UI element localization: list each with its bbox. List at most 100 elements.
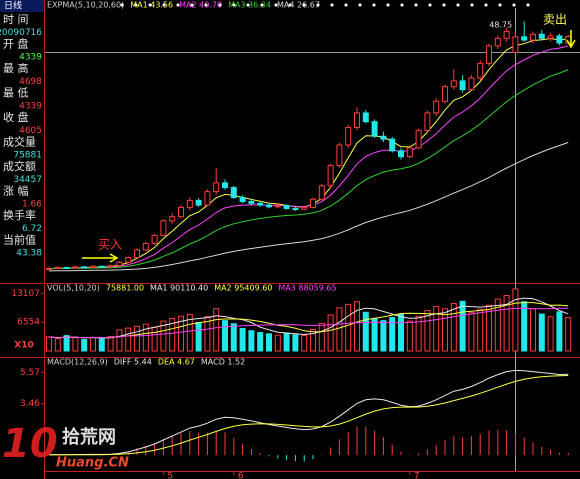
volume-bar <box>336 307 343 352</box>
candle-body <box>310 198 316 208</box>
panel-header: EXPMA(5,10,20,60) <box>47 1 124 10</box>
watermark-name: 拾荒网 <box>62 426 116 448</box>
volume-bar <box>310 328 316 352</box>
candle-body <box>169 216 176 222</box>
volume-bar <box>283 332 290 352</box>
candle-body <box>494 37 501 47</box>
candle-body <box>459 80 466 91</box>
candle-body <box>538 33 545 39</box>
candle-body <box>398 150 404 158</box>
volume-bar <box>301 335 308 352</box>
sidebar-label: 当前值 <box>3 233 36 247</box>
ma-line <box>48 141 569 272</box>
volume-bar <box>222 320 228 352</box>
signal-dot <box>274 3 278 7</box>
panel-header: DIFF 5.44 <box>114 358 152 367</box>
volume-bar <box>565 317 572 352</box>
watermark-logo: 10 <box>2 421 58 467</box>
volume-bar <box>54 338 61 352</box>
volume-bar <box>213 308 220 352</box>
sidebar-value: 4339 <box>19 102 42 112</box>
volume-bar <box>318 322 325 352</box>
ma-line <box>48 302 569 339</box>
candle-body <box>406 147 413 158</box>
candle-body <box>345 127 352 146</box>
volume-bar <box>204 316 211 352</box>
candle-body <box>90 265 96 268</box>
candle-body <box>521 36 528 41</box>
volume-bar <box>266 333 272 352</box>
candle-body <box>283 205 290 210</box>
candle-body <box>362 112 369 123</box>
candle-body <box>512 36 519 53</box>
candle-body <box>178 206 184 218</box>
sidebar-value: 4339 <box>19 53 42 63</box>
volume-bar <box>521 301 528 352</box>
candle-body <box>46 268 52 271</box>
max-label: 48.75 <box>489 21 512 30</box>
volume-bar <box>160 320 167 352</box>
volume-bar <box>81 339 88 352</box>
ma-line <box>48 45 569 270</box>
sidebar-value: 34457 <box>13 175 42 185</box>
volume-bar <box>468 312 475 352</box>
candle-body <box>257 202 264 206</box>
candle-body <box>486 45 492 64</box>
candle-body <box>327 164 334 187</box>
sidebar-value: 1.66 <box>22 200 42 210</box>
candle-body <box>433 100 440 114</box>
candle-body <box>125 257 132 263</box>
signal-dot <box>358 3 362 7</box>
volume-bar <box>327 314 334 352</box>
signal-dot <box>302 3 306 7</box>
candle-body <box>142 243 149 251</box>
candle-body <box>371 121 378 137</box>
volume-bar <box>230 323 237 352</box>
y-tick-label: 3.46 <box>20 399 40 409</box>
volume-bar <box>178 315 184 352</box>
sidebar-value: 4605 <box>19 126 42 136</box>
volume-bar <box>477 308 484 352</box>
volume-bar <box>292 334 299 352</box>
candle-body <box>389 138 396 152</box>
candle-body <box>222 182 228 189</box>
candle-body <box>477 62 484 79</box>
panel-header: 75881.00 <box>106 284 144 293</box>
volume-bar <box>433 306 440 352</box>
sidebar-value: 43.38 <box>16 249 42 259</box>
signal-dot <box>428 3 432 7</box>
signal-dot <box>260 3 264 7</box>
watermark: 10 拾荒网 Huang.CN <box>2 421 129 471</box>
signal-dot <box>526 3 530 7</box>
x-tick-label: 5 <box>167 472 173 479</box>
candle-body <box>301 206 308 210</box>
signal-dot <box>176 3 180 7</box>
signal-dot <box>400 3 404 7</box>
sidebar-label: 收 盘 <box>3 110 29 124</box>
signal-dot <box>246 3 250 7</box>
volume-bar <box>46 336 52 352</box>
candle-body <box>81 266 88 269</box>
y-tick-label: 6554 <box>17 318 40 328</box>
panel-header: DEA 4.67 <box>158 358 195 367</box>
volume-bar <box>274 334 281 352</box>
candle-body <box>72 266 79 269</box>
candle-body <box>450 80 457 88</box>
volume-bar <box>503 295 510 352</box>
candle-body <box>530 33 536 41</box>
volume-bar <box>389 317 396 352</box>
sidebar-label: 涨 幅 <box>3 185 29 198</box>
sell-label: 卖出 <box>543 13 567 27</box>
signal-dot <box>470 3 474 7</box>
panel-header: MACD 1.52 <box>201 358 245 367</box>
volume-bar <box>424 310 431 352</box>
volume-bar <box>362 311 369 352</box>
signal-dot <box>484 3 488 7</box>
period-tab <box>0 0 44 12</box>
volume-bar <box>556 311 563 352</box>
volume-bar <box>459 300 466 352</box>
volume-bar <box>512 288 519 352</box>
signal-dot <box>190 3 194 7</box>
volume-bar <box>538 313 545 352</box>
